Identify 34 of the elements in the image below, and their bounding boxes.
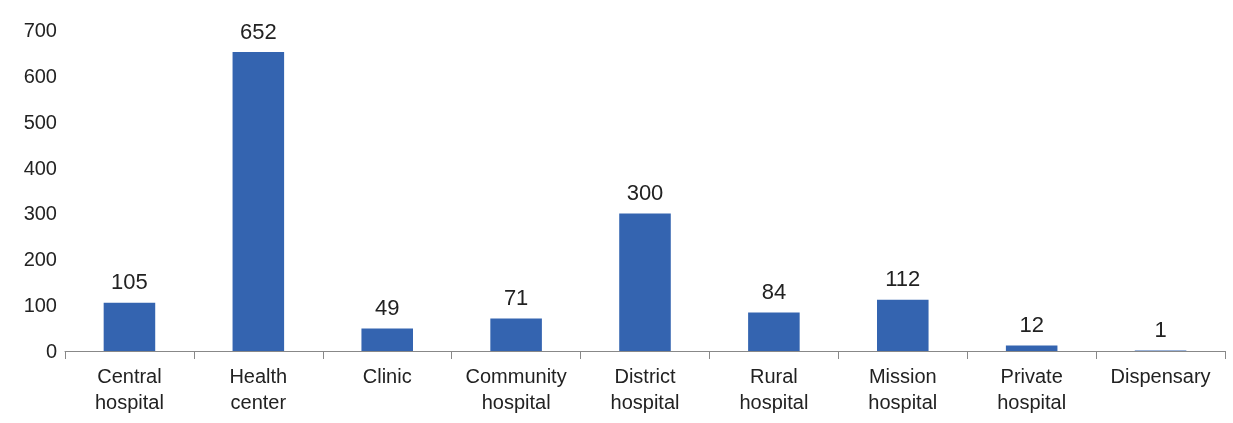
- y-tick-label: 100: [23, 294, 57, 317]
- y-tick-label: 700: [23, 19, 57, 41]
- bar: [361, 328, 413, 351]
- data-label: 105: [111, 269, 148, 295]
- x-tick-label: Rural hospital: [739, 365, 809, 413]
- data-label: 71: [503, 284, 529, 310]
- data-label: 12: [1019, 312, 1044, 337]
- x-tick-label: District hospital: [610, 365, 680, 413]
- bar: [1005, 345, 1058, 351]
- y-tick-label: 0: [45, 340, 57, 362]
- x-tick-label: Central hospital: [94, 365, 164, 413]
- bar: [103, 302, 156, 351]
- bar: [877, 299, 929, 351]
- bar: [748, 312, 800, 351]
- bar: [490, 318, 542, 351]
- data-label: 1: [1154, 317, 1167, 343]
- x-tick-label: Private hospital: [997, 365, 1067, 413]
- x-tick-label: Health center: [229, 365, 288, 413]
- x-tick-label: Clinic: [362, 365, 412, 387]
- x-tick-label: Dispensary: [1110, 365, 1211, 387]
- data-label: 652: [239, 18, 277, 44]
- x-tick-label: Mission hospital: [868, 365, 938, 413]
- bar: [619, 213, 671, 351]
- y-tick-label: 400: [23, 156, 57, 179]
- y-tick-label: 200: [23, 248, 57, 271]
- data-label: 49: [374, 295, 400, 321]
- x-tick-label: Community hospital: [465, 365, 567, 413]
- y-tick-label: 600: [23, 64, 57, 87]
- data-label: 300: [626, 179, 664, 205]
- data-label: 84: [761, 278, 787, 304]
- data-label: 112: [885, 266, 921, 292]
- y-tick-label: 500: [23, 110, 57, 133]
- bar: [232, 52, 285, 351]
- y-tick-label: 300: [23, 202, 57, 225]
